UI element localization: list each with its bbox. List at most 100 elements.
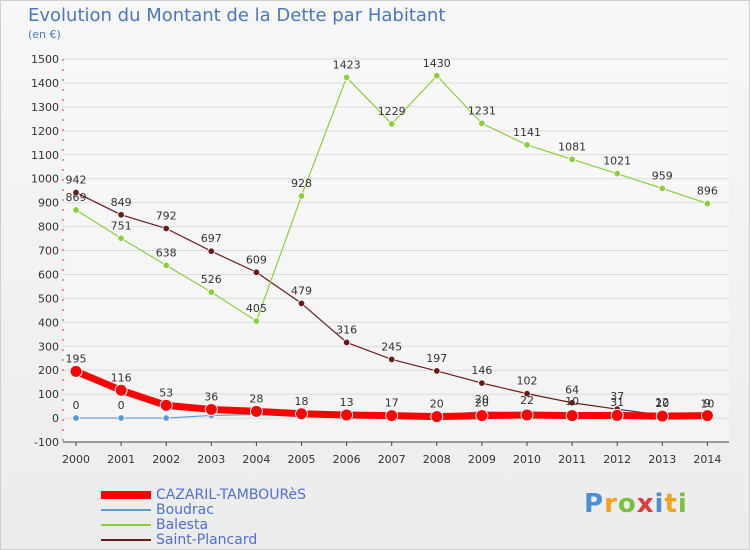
- data-point: [249, 404, 263, 418]
- data-label: 10: [565, 395, 579, 408]
- x-tick-label: 2009: [468, 453, 496, 466]
- x-tick-label: 2010: [513, 453, 541, 466]
- data-label: 316: [336, 323, 357, 336]
- data-label: 64: [565, 384, 579, 397]
- data-point: [568, 399, 576, 407]
- x-tick-label: 2001: [107, 453, 135, 466]
- logo-letter: r: [604, 489, 618, 519]
- y-tick-label: 1300: [31, 101, 59, 114]
- data-point: [159, 398, 173, 412]
- data-point: [613, 169, 621, 178]
- x-tick-label: 2008: [423, 453, 451, 466]
- data-point: [162, 224, 170, 233]
- data-label: 53: [159, 386, 173, 399]
- data-point: [162, 414, 170, 422]
- data-point: [72, 414, 80, 422]
- y-tick-label: 800: [38, 221, 59, 234]
- y-tick-label: 1200: [31, 125, 59, 138]
- data-point: [204, 402, 218, 416]
- logo-letter: o: [617, 489, 637, 519]
- legend-swatch-saint-plancard: [101, 538, 151, 541]
- data-point: [162, 261, 170, 270]
- data-point: [72, 188, 80, 197]
- data-label: 18: [295, 395, 309, 408]
- data-label: 195: [66, 352, 87, 365]
- logo-letter: i: [654, 489, 665, 519]
- data-point: [475, 409, 489, 423]
- data-point: [295, 407, 308, 421]
- data-point: [478, 119, 486, 128]
- y-tick-label: 200: [38, 364, 59, 377]
- data-point: [658, 184, 666, 193]
- legend-swatch-boudrac: [101, 508, 151, 511]
- data-label: 9: [704, 397, 711, 410]
- data-label: 1141: [513, 126, 541, 139]
- data-label: 479: [291, 284, 312, 297]
- y-tick-label: 700: [38, 245, 59, 258]
- data-point: [610, 408, 624, 422]
- x-tick-label: 2005: [288, 453, 316, 466]
- legend-label: Saint-Plancard: [156, 531, 258, 548]
- legend-label: Balesta: [156, 516, 209, 533]
- x-tick-label: 2002: [152, 453, 180, 466]
- y-tick-label: 1100: [31, 149, 59, 162]
- data-point: [433, 367, 441, 375]
- legend-swatch-cazaril: [101, 490, 151, 499]
- data-label: 1229: [378, 105, 406, 118]
- data-point: [69, 364, 83, 378]
- y-tick-label: 0: [52, 412, 59, 425]
- data-label: 0: [73, 399, 80, 412]
- y-tick-label: 1400: [31, 77, 59, 90]
- data-point: [700, 409, 714, 423]
- data-label: 146: [471, 364, 492, 377]
- data-point: [520, 408, 534, 422]
- legend-swatch-balesta: [101, 523, 151, 526]
- logo-letter: i: [677, 489, 688, 519]
- data-label: 20: [430, 398, 444, 411]
- data-label: 116: [111, 371, 132, 384]
- data-point: [342, 338, 351, 347]
- data-label: 36: [204, 390, 218, 403]
- data-label: 245: [381, 340, 402, 353]
- y-tick-label: 300: [38, 340, 59, 353]
- data-label: 12: [655, 396, 669, 409]
- data-point: [207, 288, 215, 296]
- data-label: 0: [118, 399, 125, 412]
- legend-item-balesta: Balesta: [101, 516, 306, 533]
- data-label: 17: [385, 397, 399, 410]
- proxiti-logo: Proxiti: [584, 489, 688, 519]
- data-point: [478, 379, 486, 387]
- x-tick-label: 2003: [197, 453, 225, 466]
- legend: CAZARIL-TAMBOURèS Boudrac Balesta Saint-…: [101, 486, 307, 548]
- data-label: 1423: [333, 58, 361, 71]
- data-point: [655, 409, 669, 423]
- y-tick-label: 500: [38, 292, 59, 305]
- logo-letter: t: [664, 489, 678, 519]
- y-tick-label: 1500: [31, 53, 59, 66]
- y-tick-label: -100: [34, 436, 59, 449]
- data-label: 405: [246, 302, 267, 315]
- data-label: 638: [156, 246, 177, 259]
- data-label: 13: [340, 396, 354, 409]
- data-point: [252, 317, 261, 325]
- data-point: [433, 72, 441, 80]
- data-point: [114, 383, 128, 397]
- x-tick-label: 2007: [378, 453, 406, 466]
- x-tick-label: 2011: [558, 453, 586, 466]
- data-label: 959: [652, 170, 673, 183]
- data-label: 22: [520, 394, 534, 407]
- data-label: 1430: [423, 57, 451, 70]
- data-point: [565, 409, 579, 423]
- data-label: 869: [66, 191, 87, 204]
- logo-letter: x: [636, 489, 655, 519]
- data-point: [72, 206, 80, 214]
- chart-subtitle: (en €): [28, 28, 61, 41]
- data-point: [117, 414, 125, 422]
- data-label: 526: [201, 273, 222, 286]
- data-point: [385, 409, 399, 423]
- legend-label: CAZARIL-TAMBOURèS: [156, 486, 307, 503]
- data-label: 20: [655, 397, 669, 410]
- y-tick-label: 900: [38, 197, 59, 210]
- data-point: [568, 155, 576, 163]
